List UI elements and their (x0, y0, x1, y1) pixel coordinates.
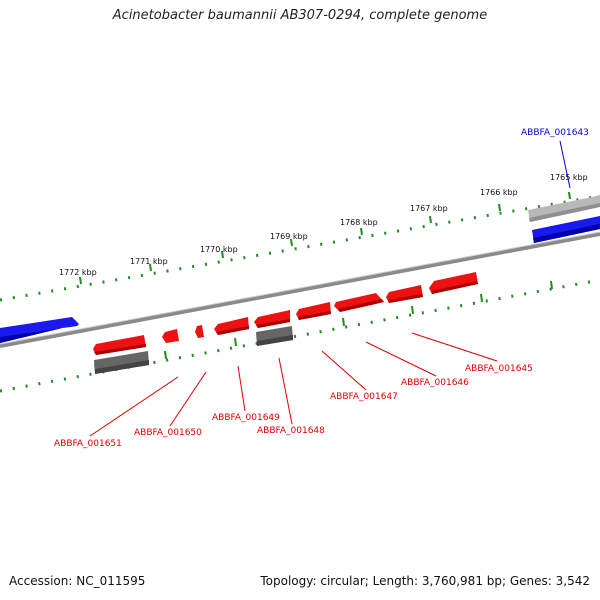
tick-mark-1771 (149, 263, 152, 272)
gene-label-abbfa-001647[interactable]: ABBFA_001647 (330, 392, 398, 402)
tick-mark-1765 (568, 191, 571, 200)
tick-mark-1770 (221, 250, 224, 259)
tick-label-1769: 1769 kbp (270, 232, 308, 241)
tick-mark-1767 (429, 215, 432, 224)
major-ticks-inner (94, 280, 553, 373)
gene-label-abbfa-001651[interactable]: ABBFA_001651 (54, 439, 122, 449)
gray-feature-lower-mid-shade (257, 335, 293, 346)
gene-feature-abbfa-001651-shade (94, 344, 146, 355)
inner-tick-mark (480, 293, 483, 303)
leader-line-abbfa-001651 (89, 376, 179, 437)
leader-line-abbfa-001643 (559, 140, 571, 189)
tick-label-1768: 1768 kbp (340, 218, 378, 227)
gene-label-abbfa-001646[interactable]: ABBFA_001646 (401, 378, 469, 388)
leader-line-abbfa-001645 (411, 332, 498, 362)
gene-feature-abbfa-001651 (93, 335, 146, 355)
gene-feature-abbfa-001645 (429, 272, 478, 294)
tick-label-1770: 1770 kbp (200, 245, 238, 254)
leader-line-abbfa-001648 (278, 357, 293, 425)
map-title: Acinetobacter baumannii AB307-0294, comp… (112, 8, 488, 23)
gene-label-abbfa-001649[interactable]: ABBFA_001649 (212, 413, 280, 423)
reverse-genes (93, 272, 478, 355)
gene-feature-abbfa-001649-shade (256, 319, 290, 328)
inner-tick-mark (411, 305, 414, 315)
tick-label-1772: 1772 kbp (59, 268, 97, 277)
inner-tick-track (0, 278, 600, 393)
gene-label-abbfa-001643[interactable]: ABBFA_001643 (521, 128, 589, 138)
major-ticks-outer (79, 191, 571, 285)
gray-feature-upper-shade (529, 203, 600, 222)
gene-feature-small-b (162, 329, 179, 343)
inner-tick-mark (342, 317, 345, 327)
gene-feature-small-a (195, 325, 204, 338)
backbone-highlight (0, 231, 600, 345)
gene-label-abbfa-001648[interactable]: ABBFA_001648 (257, 426, 325, 436)
gene-label-abbfa-001645[interactable]: ABBFA_001645 (465, 364, 533, 374)
tick-mark-1766 (498, 203, 501, 212)
gene-feature-abbfa-001650-shade (216, 326, 249, 335)
gene-feature-abbfa-001646-shade (388, 294, 423, 303)
outer-tick-track (0, 194, 600, 302)
tick-mark-1772 (79, 276, 82, 285)
leader-line-abbfa-001647 (321, 350, 367, 391)
tick-mark-1768 (360, 227, 363, 236)
gene-feature-abbfa-001645-shade (431, 281, 478, 294)
gene-feature-abbfa-001648-red-shade (298, 311, 331, 320)
leader-line-abbfa-001646 (365, 341, 437, 377)
gene-feature-forward-left-shade (0, 324, 79, 343)
gene-feature-abbfa-001643-shade (533, 224, 600, 243)
gray-feature-lower-left-shade (95, 360, 149, 374)
tick-mark-1769 (290, 238, 293, 247)
tick-label-1766: 1766 kbp (480, 188, 518, 197)
backbone-circle (0, 232, 600, 348)
topology-text: Topology: circular; Length: 3,760,981 bp… (260, 574, 590, 588)
leader-line-abbfa-001649 (237, 365, 246, 412)
accession-text: Accession: NC_011595 (9, 574, 146, 588)
inner-tick-mark (164, 350, 167, 360)
gene-label-abbfa-001650[interactable]: ABBFA_001650 (134, 428, 202, 438)
tick-label-1771: 1771 kbp (130, 257, 168, 266)
gene-feature-abbfa-001647-shade (338, 299, 384, 312)
inner-tick-mark (550, 280, 553, 290)
leader-line-abbfa-001650 (169, 371, 207, 427)
tick-label-1767: 1767 kbp (410, 204, 448, 213)
tick-label-1765: 1765 kbp (550, 173, 588, 182)
inner-tick-mark (234, 337, 237, 347)
